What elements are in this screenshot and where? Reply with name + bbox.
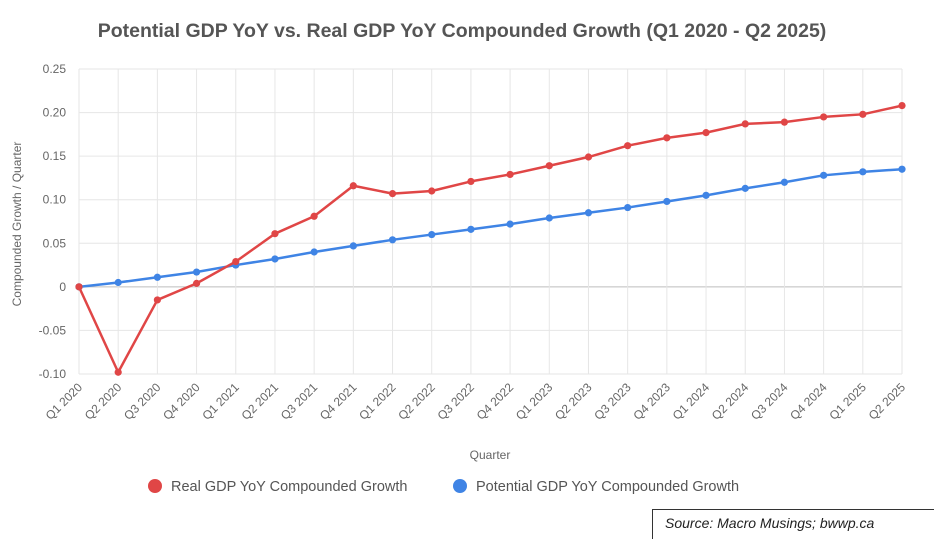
x-tick-label: Q4 2020 <box>160 380 203 423</box>
x-tick-label: Q2 2021 <box>239 380 282 423</box>
data-point-real <box>624 142 632 150</box>
data-point-real <box>780 118 789 126</box>
chart-title: Potential GDP YoY vs. Real GDP YoY Compo… <box>98 20 827 42</box>
series-line-real <box>77 104 903 374</box>
x-tick-label: Q3 2024 <box>748 380 791 423</box>
x-tick-label: Q2 2020 <box>82 380 125 423</box>
data-point-potential <box>663 197 671 206</box>
data-point-real <box>820 113 828 121</box>
data-point-real <box>545 162 553 170</box>
x-tick-label: Q3 2020 <box>121 380 164 423</box>
data-point-real <box>467 177 475 186</box>
data-point-potential <box>428 230 436 239</box>
y-tick-label: 0.05 <box>43 236 67 250</box>
x-tick-label: Q1 2025 <box>826 380 869 423</box>
data-point-potential <box>780 178 789 186</box>
y-tick-label: 0.10 <box>43 193 67 207</box>
legend-marker-real <box>148 479 162 493</box>
x-tick-label: Q4 2022 <box>474 380 517 423</box>
data-point-real <box>75 283 83 291</box>
data-point-real <box>271 230 279 238</box>
data-point-real <box>859 110 867 118</box>
data-point-potential <box>467 225 475 233</box>
source-text: Source: Macro Musings; bwwp.ca <box>665 515 875 531</box>
x-tick-label: Q4 2021 <box>317 380 360 423</box>
y-tick-label: -0.05 <box>39 323 67 337</box>
data-point-real <box>114 368 122 376</box>
data-point-potential <box>702 191 710 199</box>
data-point-potential <box>388 236 397 244</box>
x-tick-label: Q1 2023 <box>513 380 556 423</box>
data-point-real <box>232 257 240 266</box>
y-tick-label: -0.10 <box>39 367 67 381</box>
y-axis-label: Compounded Growth / Quarter <box>10 142 24 307</box>
y-tick-label: 0.20 <box>43 106 67 120</box>
data-point-potential <box>310 248 318 256</box>
y-tick-label: 0.25 <box>43 62 67 76</box>
data-point-real <box>663 134 671 142</box>
data-point-potential <box>153 273 161 281</box>
y-tick-label: 0 <box>59 280 66 294</box>
source-box: Source: Macro Musings; bwwp.ca <box>652 509 934 539</box>
x-tick-label: Q3 2022 <box>435 380 478 423</box>
x-tick-label: Q2 2024 <box>709 380 752 423</box>
data-point-real <box>192 279 201 287</box>
data-point-real <box>310 212 318 220</box>
series-line-potential <box>78 167 903 289</box>
data-point-real <box>584 153 593 161</box>
data-point-real <box>388 190 397 198</box>
data-point-potential <box>898 165 906 173</box>
data-point-real <box>702 129 710 137</box>
x-tick-label: Q1 2020 <box>43 380 86 423</box>
data-point-real <box>506 170 514 179</box>
x-tick-label: Q4 2023 <box>631 380 674 423</box>
data-point-real <box>349 182 357 190</box>
x-tick-label: Q3 2023 <box>591 380 634 423</box>
y-tick-label: 0.15 <box>43 149 67 163</box>
legend-label-real: Real GDP YoY Compounded Growth <box>171 479 407 495</box>
y-axis-ticks: -0.10 -0.05 0 0.05 0.10 0.15 0.20 0.25 <box>39 62 67 381</box>
x-tick-label: Q2 2025 <box>866 380 909 423</box>
data-point-real <box>428 187 436 195</box>
x-tick-label: Q1 2024 <box>670 380 713 423</box>
x-tick-label: Q2 2023 <box>552 380 595 423</box>
data-point-real <box>741 120 749 128</box>
x-tick-label: Q4 2024 <box>787 380 830 423</box>
data-point-potential <box>192 268 201 276</box>
data-point-potential <box>820 171 828 179</box>
data-point-potential <box>741 184 749 192</box>
gridlines <box>78 68 903 375</box>
series-layer <box>75 102 906 376</box>
data-point-potential <box>506 220 514 228</box>
x-tick-label: Q3 2021 <box>278 380 321 423</box>
legend-label-potential: Potential GDP YoY Compounded Growth <box>476 479 739 495</box>
x-axis-label: Quarter <box>470 448 511 462</box>
x-tick-label: Q1 2022 <box>356 380 399 423</box>
data-point-real <box>153 296 161 304</box>
legend-marker-potential <box>453 479 467 493</box>
data-point-potential <box>584 209 593 217</box>
data-point-potential <box>271 255 279 263</box>
x-tick-label: Q1 2021 <box>199 380 242 423</box>
data-point-potential <box>114 278 122 287</box>
x-tick-label: Q2 2022 <box>395 380 438 423</box>
legend: Real GDP YoY Compounded Growth Potential … <box>148 479 739 495</box>
data-point-potential <box>545 214 553 222</box>
data-point-potential <box>859 168 867 176</box>
data-point-potential <box>349 242 357 250</box>
data-point-potential <box>624 203 632 212</box>
data-point-real <box>898 102 906 110</box>
